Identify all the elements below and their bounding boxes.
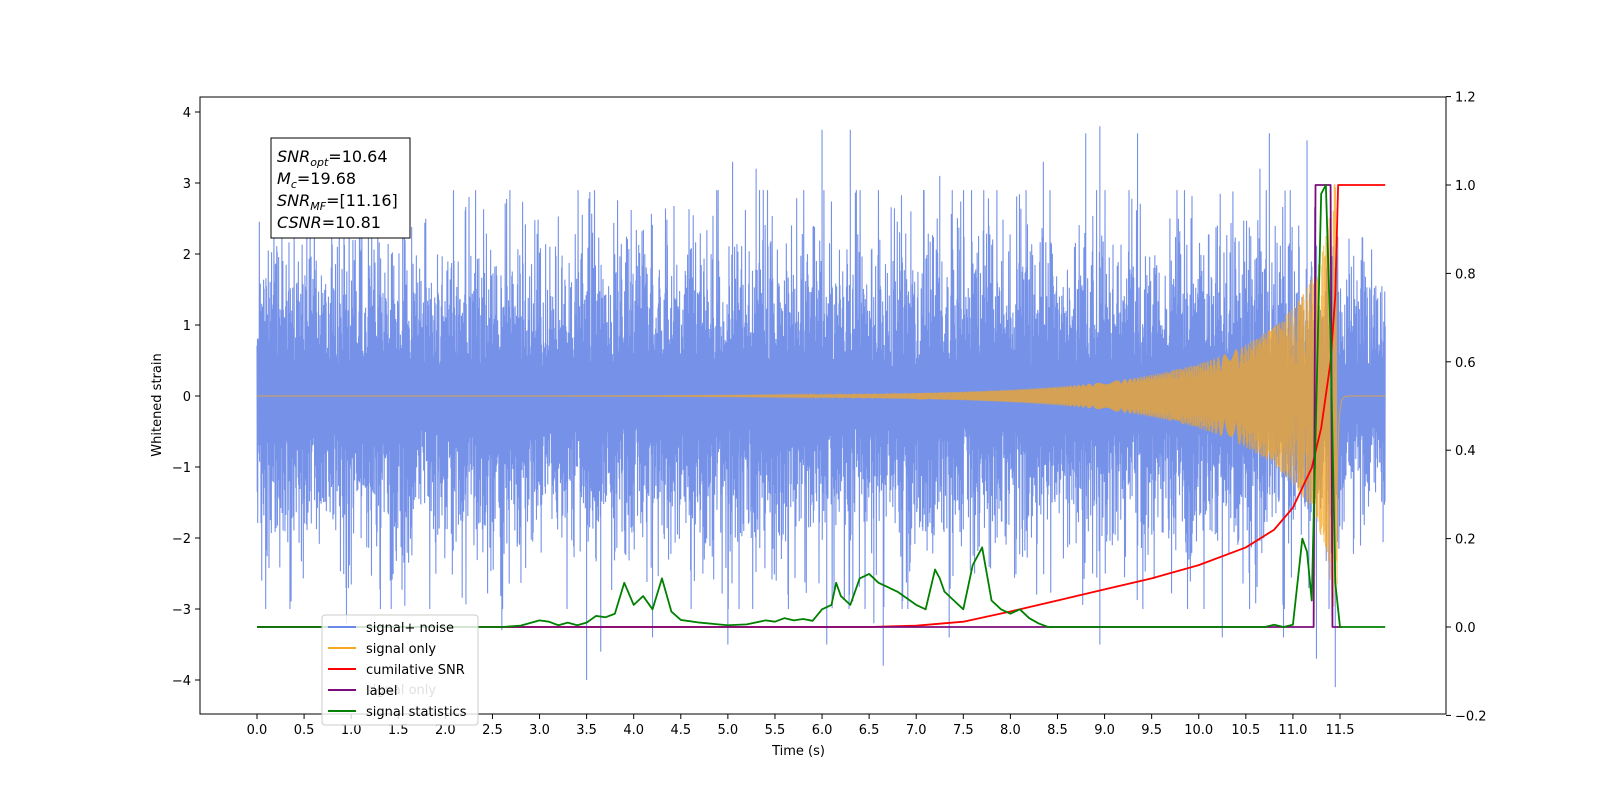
x-tick-label: 2.5 (482, 723, 503, 738)
y-tick-label: −1 (172, 461, 191, 476)
x-tick-label: 3.5 (576, 723, 597, 738)
axes-frame (199, 96, 1447, 715)
annotation-line: Mc=19.68 (277, 169, 356, 191)
annotation-line: SNRMF=[11.16] (277, 191, 398, 213)
y-tick-label: 0 (183, 390, 191, 405)
x-tick-label: 11.0 (1278, 723, 1307, 738)
legend-label: signal statistics (366, 705, 467, 720)
x-tick-label: 6.0 (812, 723, 833, 738)
x-tick-label: 5.0 (718, 723, 739, 738)
series-signal-only (256, 183, 1386, 607)
x-tick-label: 1.0 (341, 723, 362, 738)
stats-annotation: SNRopt=10.64Mc=19.68SNRMF=[11.16]CSNR=10… (270, 137, 411, 239)
y-tick-label: 4 (183, 106, 191, 121)
series-signal-noise (256, 126, 1386, 688)
x-tick-label: 3.0 (529, 723, 550, 738)
x-tick-label: 1.5 (388, 723, 409, 738)
y2-tick-label: 0.0 (1455, 621, 1476, 636)
y2-tick-label: 0.2 (1455, 533, 1476, 548)
legend: signal only signal+ noise signal only cumil… (321, 614, 479, 726)
annotation-line: SNRopt=10.64 (277, 147, 388, 169)
y2-tick-label: 0.4 (1455, 444, 1476, 459)
x-tick-label: 5.5 (765, 723, 786, 738)
y-axis-label: Whitened strain (150, 353, 165, 456)
x-axis-label: Time (s) (771, 744, 825, 759)
y-tick-label: −4 (172, 674, 191, 689)
y-tick-label: −3 (172, 603, 191, 618)
x-tick-label: 8.0 (1000, 723, 1021, 738)
x-tick-label: 7.0 (906, 723, 927, 738)
annotation-line: CSNR=10.81 (277, 213, 381, 232)
y-tick-label: 1 (183, 319, 191, 334)
x-tick-label: 0.0 (247, 723, 268, 738)
legend-label: label (366, 684, 397, 699)
series-signal-statistics (257, 184, 1386, 628)
x-tick-label: 7.5 (953, 723, 974, 738)
y2-tick-label: 1.2 (1455, 91, 1476, 106)
y2-tick-label: 0.6 (1455, 356, 1476, 371)
x-tick-label: 2.0 (435, 723, 456, 738)
x-tick-label: 9.5 (1141, 723, 1162, 738)
plot-area (256, 126, 1386, 688)
annotation-box (270, 137, 411, 239)
legend-label: signal+ noise (366, 621, 454, 636)
x-tick-label: 10.0 (1184, 723, 1213, 738)
y-tick-label: −2 (172, 532, 191, 547)
x-tick-label: 0.5 (294, 723, 315, 738)
x-tick-label: 9.0 (1094, 723, 1115, 738)
y-tick-label: 3 (183, 177, 191, 192)
x-tick-label: 10.5 (1231, 723, 1260, 738)
x-tick-label: 4.5 (670, 723, 691, 738)
x-tick-label: 6.5 (859, 723, 880, 738)
x-tick-label: 8.5 (1047, 723, 1068, 738)
legend-ghost-label: signal only (366, 683, 436, 698)
legend-label: signal only (366, 642, 436, 657)
x-tick-label: 4.0 (623, 723, 644, 738)
y2-tick-label: 1.0 (1455, 179, 1476, 194)
y-tick-label: 2 (183, 248, 191, 263)
y2-tick-label: −0.2 (1455, 709, 1487, 724)
x-tick-label: 11.5 (1326, 723, 1355, 738)
axes: 0.0 0.5 1.0 1.5 2.0 2.5 3.0 3.5 4.0 4.5 5.0 5.5 6.0 6… (150, 91, 1487, 759)
legend-box (321, 614, 479, 726)
y2-tick-label: 0.8 (1455, 267, 1476, 282)
legend-label: cumilative SNR (366, 663, 465, 678)
series-cumulative-snr (257, 184, 1386, 628)
